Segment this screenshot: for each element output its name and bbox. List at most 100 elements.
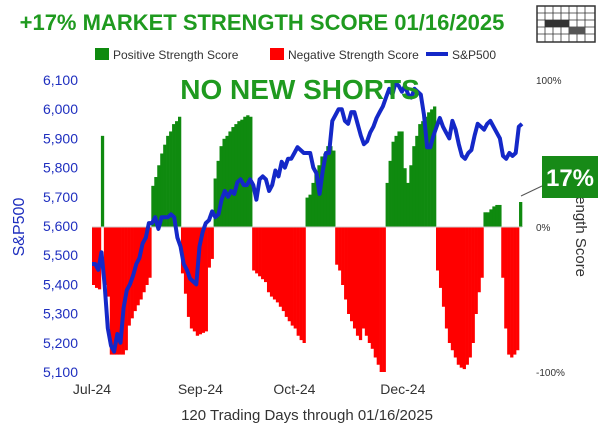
positive-strength-bar [406,182,410,227]
logo-icon [536,5,596,43]
legend-swatch [270,48,284,60]
positive-strength-bar [421,121,425,227]
left-tick-label: 5,300 [43,306,78,322]
positive-strength-bar [424,116,428,227]
negative-strength-bar [293,227,297,329]
negative-strength-bar [201,227,205,333]
positive-strength-bar [391,141,395,227]
positive-strength-bar [216,160,220,227]
negative-strength-bar [94,227,99,288]
positive-strength-bar [320,156,324,227]
left-axis-title: S&P500 [11,198,28,257]
left-tick-label: 5,100 [43,364,78,380]
positive-strength-bar [163,144,167,227]
positive-strength-bar [231,127,235,227]
negative-strength-bar [516,227,520,351]
negative-strength-bar [264,227,268,283]
legend-label: S&P500 [452,48,496,62]
negative-strength-bar [344,227,348,300]
negative-strength-bar [335,227,339,265]
negative-strength-bar [109,227,114,355]
left-tick-label: 5,700 [43,189,78,205]
negative-strength-bar [453,227,458,358]
left-tick-label: 5,800 [43,160,78,176]
positive-strength-bar [240,119,244,227]
negative-strength-bar [438,227,443,288]
right-tick-label: -100% [536,368,565,379]
positive-strength-bar [397,131,401,227]
negative-strength-bar [287,227,291,322]
positive-strength-bar [157,165,161,227]
right-axis-title: Strength Score [572,177,589,277]
left-tick-label: 5,200 [43,335,78,351]
x-tick-label: Jul-24 [73,381,111,397]
positive-strength-bar [403,168,407,227]
negative-strength-bar [382,227,386,372]
positive-strength-bar [160,153,164,227]
negative-strength-bar [341,227,345,285]
negative-strength-bar [507,227,511,355]
positive-strength-bar [385,182,389,227]
positive-strength-bar [329,146,333,227]
positive-strength-bar [311,182,315,227]
legend-swatch [95,48,109,60]
negative-strength-bar [299,227,303,341]
x-tick-label: Sep-24 [178,381,223,397]
positive-strength-bar [246,115,250,227]
negative-strength-bar [364,227,369,336]
callout-pointer [520,185,543,197]
negative-strength-bar [347,227,351,314]
positive-strength-bar [388,160,392,227]
positive-strength-bar [243,116,247,227]
left-tick-label: 6,100 [43,72,78,88]
negative-strength-bar [376,227,380,365]
negative-strength-bar [370,227,375,349]
negative-strength-bar [474,227,478,314]
negative-strength-bar [258,227,262,277]
negative-strength-bar [290,227,294,326]
negative-strength-bar [477,227,481,293]
positive-strength-bar [394,135,398,227]
negative-strength-bar [358,227,363,341]
negative-strength-bar [115,227,119,355]
positive-strength-bar [483,212,487,227]
positive-strength-bar [100,135,105,227]
negative-strength-bar [121,227,125,355]
negative-strength-bar [207,227,211,268]
negative-strength-bar [456,227,461,365]
positive-strength-bar [178,116,182,227]
negative-strength-bar [136,227,140,306]
positive-strength-bar [317,165,321,227]
legend-label: Negative Strength Score [288,48,419,62]
negative-strength-bar [281,227,286,312]
negative-strength-bar [261,227,265,280]
positive-strength-bar [412,146,416,227]
positive-strength-bar [323,153,327,227]
x-axis-ticks: Jul-24 Sep-24 Oct-24 Dec-24 [73,381,426,397]
current-score-callout: 17% [520,156,598,198]
left-axis-ticks: 5,100 5,200 5,300 5,400 5,500 5,600 5,700 5,800… [43,72,78,380]
right-tick-label: 0% [536,223,551,234]
positive-strength-bar [418,124,422,227]
negative-strength-bar [145,227,149,285]
legend: Positive Strength Score Negative Strength… [95,48,496,62]
positive-strength-bar [486,212,490,227]
negative-strength-bar [278,227,283,307]
negative-strength-bar [350,227,354,322]
negative-strength-bar [103,227,108,285]
negative-strength-bar [252,227,256,271]
negative-strength-bar [92,227,96,285]
positive-strength-bar [326,146,330,227]
negative-strength-bar [127,227,131,326]
positive-strength-bar [498,204,502,227]
left-tick-label: 5,500 [43,247,78,263]
positive-strength-bar [433,106,437,227]
left-tick-label: 5,400 [43,276,78,292]
negative-strength-bar [459,227,463,368]
negative-strength-bar [355,227,360,336]
negative-strength-bar [450,227,455,351]
positive-strength-bar [213,178,217,227]
negative-strength-bar [302,227,306,343]
positive-strength-bar [308,194,312,227]
